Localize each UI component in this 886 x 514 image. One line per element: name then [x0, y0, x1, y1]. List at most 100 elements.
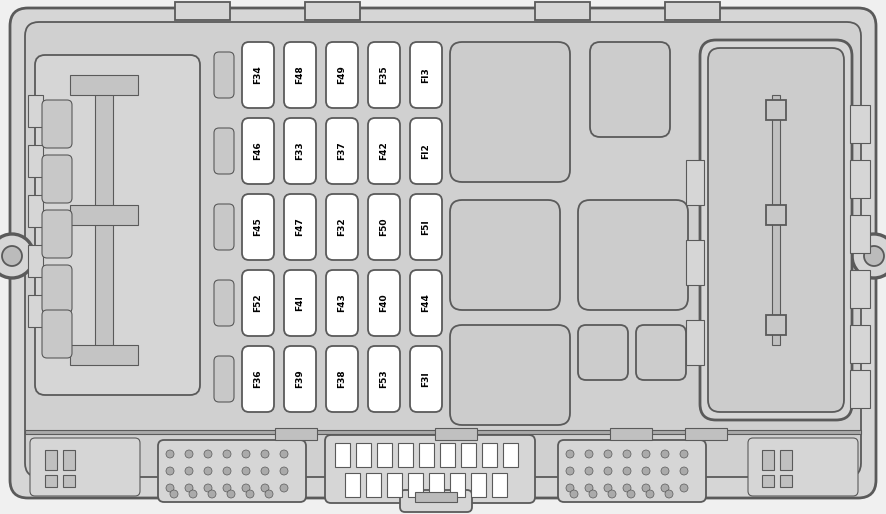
FancyBboxPatch shape	[590, 42, 670, 137]
FancyBboxPatch shape	[578, 325, 628, 380]
FancyBboxPatch shape	[42, 265, 72, 313]
Circle shape	[204, 450, 212, 458]
Text: F53: F53	[379, 370, 388, 388]
Bar	[772, 95, 780, 345]
Bar	[482, 443, 497, 467]
Circle shape	[166, 467, 174, 475]
Text: F38: F38	[338, 370, 346, 388]
Circle shape	[661, 484, 669, 492]
FancyBboxPatch shape	[450, 325, 570, 425]
Circle shape	[261, 450, 269, 458]
Bar	[850, 160, 870, 198]
FancyBboxPatch shape	[368, 42, 400, 108]
Circle shape	[646, 490, 654, 498]
Text: FI2: FI2	[422, 143, 431, 159]
Circle shape	[627, 490, 635, 498]
FancyBboxPatch shape	[748, 438, 858, 496]
Circle shape	[604, 484, 612, 492]
Text: F43: F43	[338, 293, 346, 313]
Bar	[28, 245, 43, 277]
Circle shape	[585, 484, 593, 492]
FancyBboxPatch shape	[25, 22, 861, 477]
Circle shape	[623, 450, 631, 458]
Circle shape	[608, 490, 616, 498]
Bar	[28, 195, 43, 227]
Bar	[686, 160, 704, 205]
Text: F32: F32	[338, 218, 346, 236]
Text: F34: F34	[253, 66, 262, 84]
Bar	[429, 473, 444, 497]
Bar	[95, 80, 113, 360]
Bar	[762, 475, 774, 487]
Circle shape	[661, 450, 669, 458]
Bar	[345, 473, 360, 497]
Circle shape	[261, 467, 269, 475]
Bar	[28, 145, 43, 177]
Circle shape	[642, 467, 650, 475]
Bar	[175, 2, 230, 20]
Circle shape	[223, 450, 231, 458]
FancyBboxPatch shape	[214, 128, 234, 174]
Text: F4I: F4I	[296, 295, 305, 311]
FancyBboxPatch shape	[636, 325, 686, 380]
Circle shape	[566, 450, 574, 458]
Circle shape	[208, 490, 216, 498]
Bar	[70, 345, 138, 365]
Bar	[450, 473, 465, 497]
Text: F49: F49	[338, 66, 346, 84]
FancyBboxPatch shape	[242, 270, 274, 336]
Circle shape	[185, 450, 193, 458]
Circle shape	[204, 467, 212, 475]
Text: F37: F37	[338, 142, 346, 160]
FancyBboxPatch shape	[700, 40, 852, 420]
FancyBboxPatch shape	[158, 440, 306, 502]
Bar	[398, 443, 413, 467]
FancyBboxPatch shape	[368, 270, 400, 336]
Bar	[766, 315, 786, 335]
FancyBboxPatch shape	[410, 346, 442, 412]
Bar	[377, 443, 392, 467]
Text: F40: F40	[379, 293, 388, 313]
Circle shape	[661, 467, 669, 475]
FancyBboxPatch shape	[326, 194, 358, 260]
FancyBboxPatch shape	[35, 55, 200, 395]
Bar	[63, 475, 75, 487]
FancyBboxPatch shape	[410, 42, 442, 108]
Circle shape	[242, 450, 250, 458]
Bar	[408, 473, 423, 497]
Circle shape	[642, 484, 650, 492]
FancyBboxPatch shape	[284, 346, 316, 412]
Circle shape	[242, 484, 250, 492]
Bar	[780, 450, 792, 470]
Circle shape	[566, 484, 574, 492]
FancyBboxPatch shape	[42, 155, 72, 203]
Circle shape	[280, 484, 288, 492]
Circle shape	[242, 467, 250, 475]
FancyBboxPatch shape	[214, 356, 234, 402]
Circle shape	[585, 450, 593, 458]
Bar	[780, 475, 792, 487]
Bar	[28, 95, 43, 127]
Circle shape	[280, 450, 288, 458]
Circle shape	[166, 484, 174, 492]
Bar	[665, 2, 720, 20]
Bar	[850, 270, 870, 308]
Circle shape	[680, 484, 688, 492]
Bar	[535, 2, 590, 20]
Text: F52: F52	[253, 293, 262, 313]
Text: F39: F39	[296, 370, 305, 389]
FancyBboxPatch shape	[284, 42, 316, 108]
Circle shape	[864, 246, 884, 266]
Circle shape	[585, 467, 593, 475]
Text: F3I: F3I	[422, 371, 431, 387]
FancyBboxPatch shape	[30, 438, 140, 496]
Circle shape	[570, 490, 578, 498]
Bar	[850, 105, 870, 143]
FancyBboxPatch shape	[325, 435, 535, 503]
Circle shape	[589, 490, 597, 498]
Text: F47: F47	[296, 217, 305, 236]
Text: F5I: F5I	[422, 219, 431, 235]
Bar	[440, 443, 455, 467]
FancyBboxPatch shape	[326, 118, 358, 184]
Bar	[45, 450, 57, 470]
